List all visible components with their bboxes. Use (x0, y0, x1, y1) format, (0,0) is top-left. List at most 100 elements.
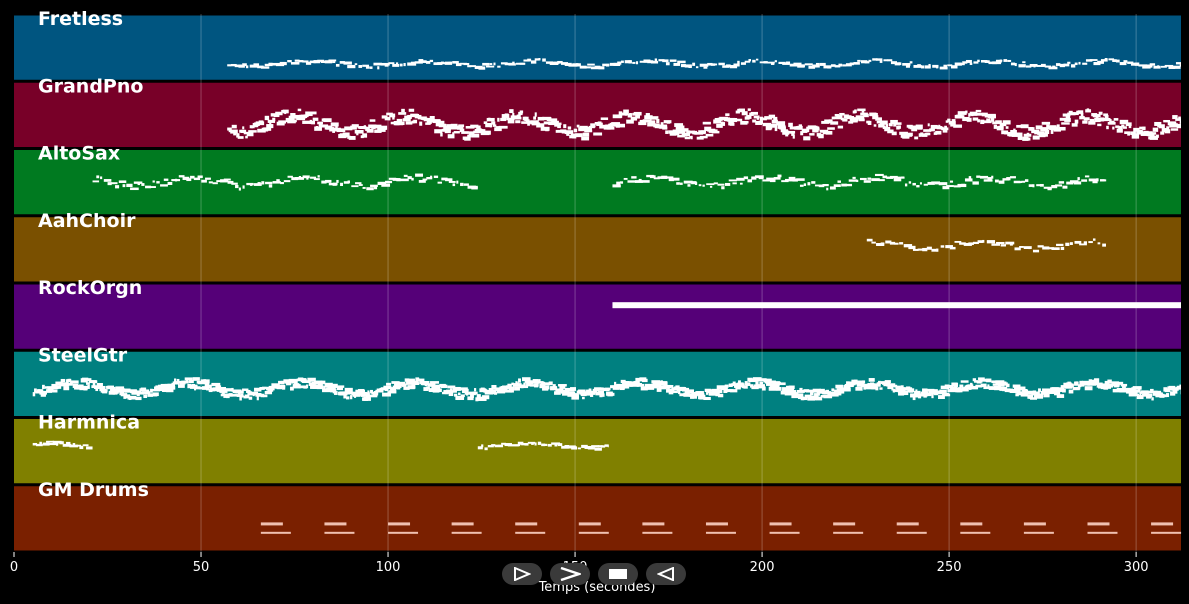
note (92, 382, 96, 387)
note (388, 390, 397, 394)
note (313, 178, 320, 181)
note (34, 388, 37, 393)
note (1016, 124, 1023, 128)
note (211, 382, 221, 387)
note (868, 378, 875, 382)
note (1014, 63, 1017, 67)
note (244, 394, 250, 399)
note (664, 381, 668, 386)
note (40, 393, 46, 397)
note (1179, 120, 1181, 124)
note (696, 391, 702, 396)
play-button[interactable] (502, 563, 542, 585)
note (532, 379, 539, 384)
note (602, 63, 610, 67)
note (598, 390, 604, 394)
note (740, 382, 744, 386)
note (303, 385, 307, 389)
note (503, 387, 508, 392)
note (466, 391, 469, 396)
note (599, 392, 603, 398)
drum-hit (1151, 522, 1174, 526)
note (839, 112, 845, 116)
note (620, 379, 626, 384)
note (842, 118, 848, 122)
note (872, 115, 879, 120)
note (456, 396, 461, 401)
note (776, 121, 786, 126)
note (237, 136, 244, 139)
note (574, 447, 577, 450)
note (422, 178, 428, 181)
note (715, 391, 720, 397)
note (365, 66, 370, 69)
note (692, 62, 696, 66)
note (320, 124, 329, 128)
note (141, 183, 145, 186)
note (1032, 249, 1040, 253)
note (579, 65, 587, 69)
note (428, 119, 433, 123)
note (958, 63, 965, 66)
note (1164, 64, 1174, 67)
note (941, 127, 949, 131)
stop-button[interactable] (598, 563, 638, 585)
note (758, 120, 764, 125)
note (690, 135, 693, 140)
note (124, 388, 131, 393)
note (616, 181, 621, 185)
note (587, 447, 596, 450)
note (342, 132, 350, 137)
note (792, 134, 795, 139)
note (876, 120, 882, 124)
note (581, 444, 588, 448)
note (572, 135, 577, 139)
note (274, 384, 277, 387)
note (1044, 65, 1052, 68)
note (828, 391, 832, 396)
note (1149, 135, 1158, 140)
note (1107, 379, 1112, 384)
note (743, 176, 749, 180)
note (223, 178, 231, 181)
note (1097, 242, 1101, 245)
note (429, 115, 435, 120)
note (398, 112, 407, 115)
rewind-button[interactable] (646, 563, 686, 585)
note (429, 59, 434, 63)
note (605, 124, 611, 128)
note (363, 396, 369, 401)
note (448, 180, 456, 183)
note (1160, 65, 1167, 68)
note (403, 63, 406, 67)
note (366, 395, 371, 400)
note (354, 129, 364, 134)
note (140, 387, 147, 392)
note (980, 119, 985, 125)
note (1006, 383, 1010, 388)
fast-forward-button[interactable] (550, 563, 590, 585)
note (618, 111, 623, 116)
note (478, 66, 486, 70)
note (969, 62, 973, 65)
note (957, 111, 967, 115)
note (362, 186, 366, 189)
note (598, 66, 605, 70)
note (1099, 179, 1105, 182)
note (1168, 385, 1176, 389)
note (231, 182, 238, 185)
note (743, 121, 749, 124)
note (912, 182, 916, 186)
note (317, 121, 323, 125)
note (551, 120, 559, 125)
note (296, 117, 306, 121)
note (858, 118, 865, 122)
note (875, 386, 879, 391)
note (246, 132, 254, 137)
note (1018, 391, 1023, 396)
note (1032, 184, 1035, 188)
note (708, 391, 718, 396)
note (880, 242, 885, 245)
note (1140, 390, 1149, 394)
note (727, 389, 733, 392)
